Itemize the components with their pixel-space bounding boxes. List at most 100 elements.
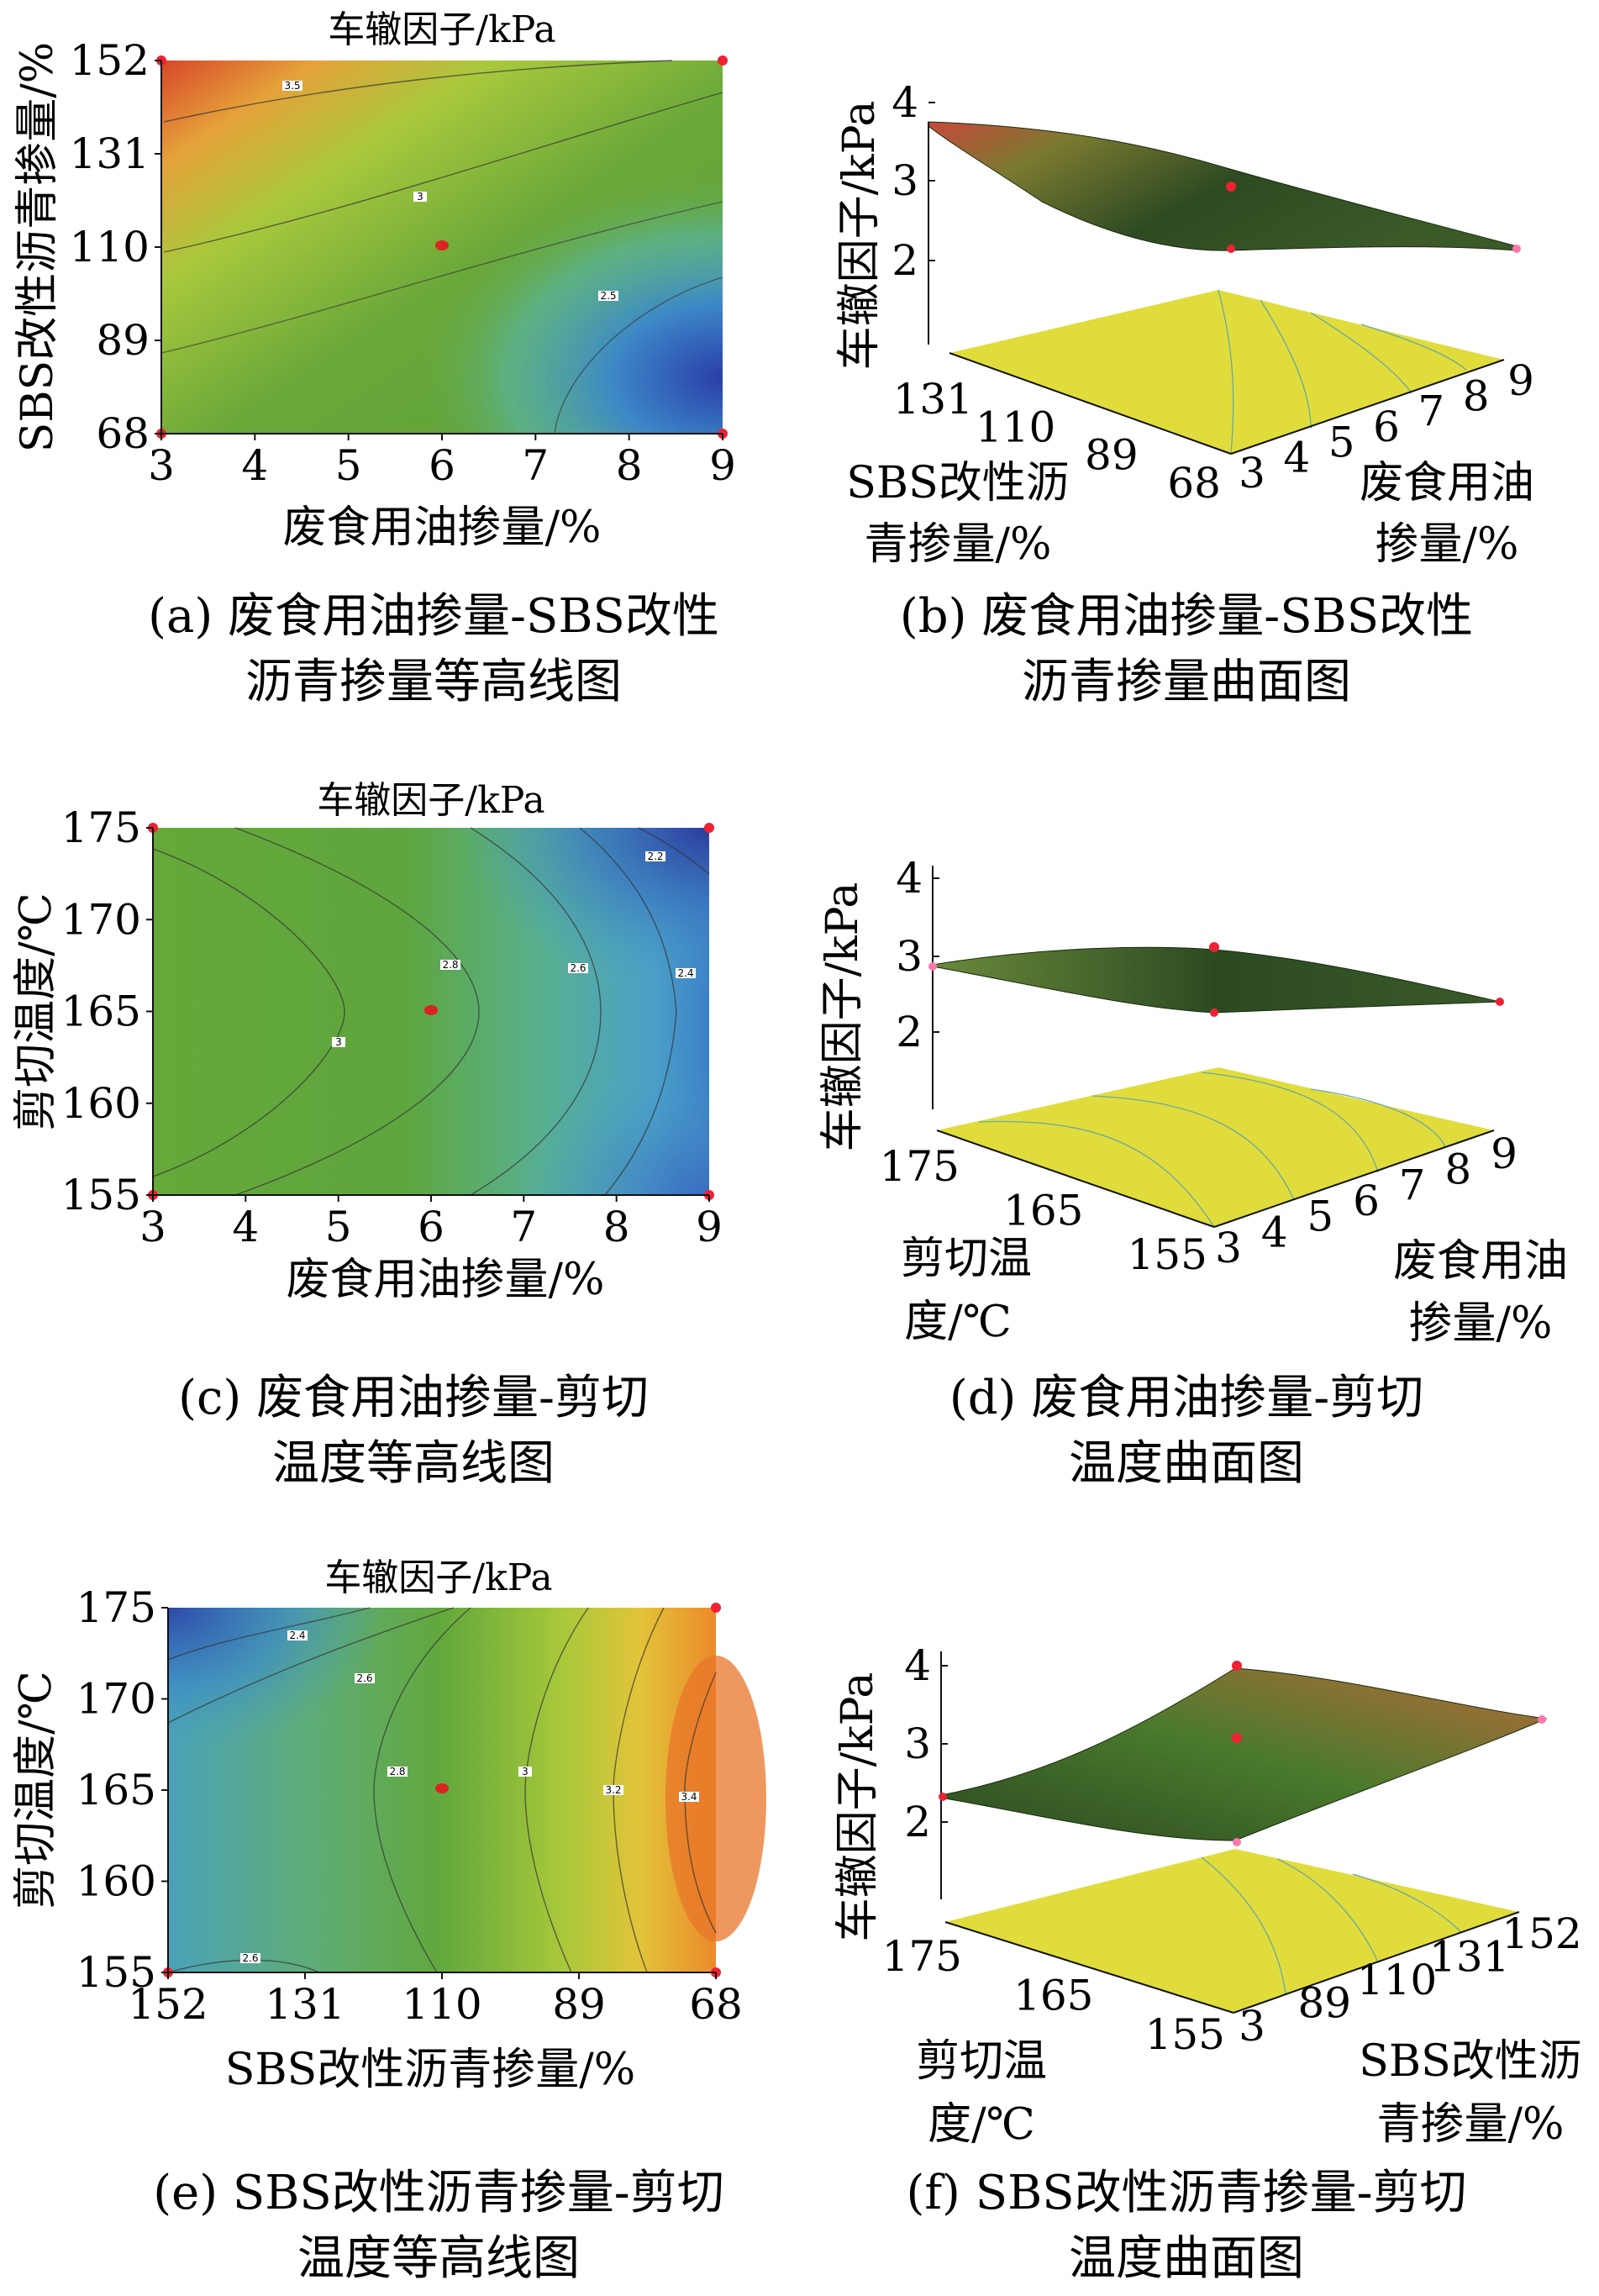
contour-label: 3.4 <box>679 1791 699 1803</box>
x-tick-labels: 152 131 110 89 68 <box>128 1972 743 2029</box>
design-point <box>1232 1733 1242 1743</box>
x-tick-label: 4 <box>232 1203 259 1251</box>
y-tick-label: 155 <box>76 1948 156 1997</box>
left-axis-ticks: 175 165 155 <box>882 1932 1225 2059</box>
y-tick-label: 170 <box>76 1675 156 1724</box>
right-axis-label: 废食用油 <box>1360 458 1534 508</box>
z-tick-labels: 2 3 4 <box>892 78 935 285</box>
caption-line: 温度等高线图 <box>297 2231 580 2286</box>
caption-line: (b) 废食用油掺量-SBS改性 <box>900 589 1473 644</box>
x-tick-label: 6 <box>418 1203 444 1251</box>
left-axis-tick: 89 <box>1085 431 1139 480</box>
left-axis-tick: 175 <box>880 1142 960 1191</box>
x-tick-label: 9 <box>709 441 736 490</box>
contour-line <box>163 92 723 253</box>
contour-label: 2.4 <box>287 1630 308 1641</box>
contour-label: 2.2 <box>645 850 665 862</box>
y-tick-label: 175 <box>76 1583 156 1632</box>
contour-label: 3 <box>413 191 427 203</box>
svg-text:3.4: 3.4 <box>681 1791 697 1803</box>
left-axis-label: 剪切温 <box>901 1234 1032 1284</box>
design-point <box>704 823 714 833</box>
x-tick-label: 152 <box>128 1980 208 2029</box>
design-point <box>1232 1661 1242 1671</box>
left-axis-ticks: 175 165 155 <box>880 1142 1207 1279</box>
z-tick-labels: 2 3 4 <box>896 854 939 1056</box>
x-tick-label: 131 <box>265 1980 345 2029</box>
x-tick-label: 6 <box>429 441 455 490</box>
z-tick-label: 3 <box>896 932 923 981</box>
right-axis-tick: 3 <box>1239 449 1265 498</box>
design-point <box>1209 942 1219 952</box>
contour-label: 3 <box>332 1036 345 1048</box>
chart-title: 车辙因子/kPa <box>317 779 544 822</box>
left-axis-label: 度/℃ <box>904 1297 1012 1347</box>
svg-text:2.4: 2.4 <box>289 1630 305 1641</box>
svg-text:2.6: 2.6 <box>242 1952 258 1964</box>
contour-label: 3 <box>518 1766 532 1777</box>
x-tick-label: 5 <box>335 441 362 490</box>
left-axis-tick: 165 <box>1003 1187 1083 1235</box>
z-tick-label: 4 <box>904 1641 931 1690</box>
response-surface <box>944 1667 1548 1841</box>
right-axis-tick: 4 <box>1283 434 1310 482</box>
z-axis-label: 车辙因子/kPa <box>834 101 885 371</box>
y-axis-label: SBS改性沥青掺量/% <box>13 42 63 452</box>
x-tick-label: 89 <box>552 1980 606 2029</box>
left-axis-tick: 131 <box>893 375 973 424</box>
right-axis-tick: 3 <box>1239 2002 1265 2051</box>
design-point <box>718 55 728 66</box>
y-tick-label: 131 <box>70 129 150 178</box>
caption-line: 温度等高线图 <box>272 1436 555 1491</box>
y-tick-label: 170 <box>61 895 141 944</box>
right-axis-tick: 3 <box>1215 1224 1242 1272</box>
panel-e: 2.4 2.6 2.8 3 3.2 3.4 2.6 车辙因子/kPa 152 13… <box>11 1556 766 2286</box>
right-axis-tick: 5 <box>1328 418 1355 466</box>
design-point <box>1512 245 1521 253</box>
right-axis-tick: 110 <box>1357 1956 1437 2004</box>
z-axis-label: 车辙因子/kPa <box>818 882 868 1152</box>
y-tick-label: 165 <box>61 987 141 1036</box>
x-axis-label: SBS改性沥青掺量/% <box>225 2045 635 2095</box>
contour-label: 2.4 <box>676 967 696 979</box>
right-axis-tick: 7 <box>1399 1161 1426 1209</box>
y-tick-label: 110 <box>70 223 150 271</box>
design-point <box>1233 1838 1241 1846</box>
right-axis-label: 废食用油 <box>1393 1236 1568 1287</box>
design-point <box>939 1793 947 1801</box>
svg-text:2.5: 2.5 <box>600 290 616 302</box>
z-tick-label: 3 <box>892 156 918 205</box>
right-axis-tick: 7 <box>1418 387 1444 436</box>
center-point <box>435 240 449 250</box>
svg-text:2.2: 2.2 <box>647 850 663 862</box>
x-tick-label: 4 <box>241 441 268 490</box>
x-tick-label: 9 <box>696 1203 723 1251</box>
x-tick-labels: 3 4 5 6 7 8 9 <box>148 434 736 490</box>
x-tick-label: 7 <box>522 441 549 490</box>
contour-line <box>579 827 677 1196</box>
y-tick-label: 160 <box>61 1079 141 1128</box>
caption-line: 温度曲面图 <box>1069 2231 1304 2286</box>
contour-line <box>167 1607 455 1724</box>
right-axis-tick: 8 <box>1444 1145 1471 1194</box>
design-point <box>1538 1715 1546 1724</box>
left-axis-label: 剪切温 <box>916 2036 1047 2087</box>
design-point <box>1210 1008 1218 1017</box>
caption-line: 温度曲面图 <box>1069 1436 1304 1491</box>
right-axis-tick: 131 <box>1429 1933 1509 1982</box>
right-axis-label: 掺量/% <box>1375 519 1519 570</box>
contour-line <box>554 276 723 434</box>
y-tick-labels: 68 89 110 131 152 <box>70 36 161 458</box>
z-tick-label: 4 <box>892 78 918 127</box>
right-axis-label: 青掺量/% <box>1377 2099 1565 2150</box>
left-axis-tick: 165 <box>1013 1972 1093 2020</box>
caption-line: 沥青掺量曲面图 <box>1022 655 1351 709</box>
right-axis-tick: 6 <box>1353 1177 1380 1225</box>
x-tick-label: 5 <box>325 1203 352 1251</box>
design-point <box>711 1603 721 1613</box>
contour-line <box>160 201 723 354</box>
